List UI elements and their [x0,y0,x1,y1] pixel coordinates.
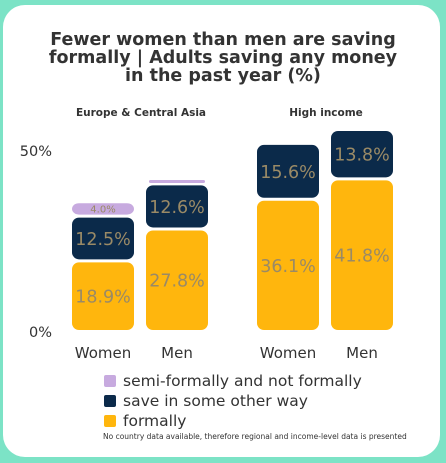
chart-title: Fewer women than men are saving formally… [48,30,398,86]
legend-label-other: save in some other way [123,392,308,410]
x-tick-label-3: Men [346,344,378,362]
bar-label-other-1: 12.6% [149,198,205,218]
bar-formally-0 [72,262,134,330]
bar-label-other-3: 13.8% [334,146,390,166]
legend-item-other: save in some other way [104,391,362,411]
bar-other-3 [331,130,393,178]
legend-swatch-formally [104,415,116,427]
bar-formally-3 [331,180,393,330]
legend: semi-formally and not formally save in s… [104,371,362,431]
footnote: No country data available, therefore reg… [103,432,407,441]
legend-item-semi: semi-formally and not formally [104,371,362,391]
bar-semi-0 [72,203,134,215]
bar-label-other-2: 15.6% [260,163,316,183]
bar-other-2 [257,144,319,198]
bar-label-formally-2: 36.1% [260,257,316,277]
group-label-0: Europe & Central Asia [76,107,206,119]
legend-swatch-other [104,395,116,407]
bar-label-formally-0: 18.9% [75,288,131,308]
bar-label-formally-3: 41.8% [334,247,390,267]
group-label-1: High income [289,107,363,119]
x-tick-label-2: Women [260,344,316,362]
bar-semi-marker-1 [149,180,205,183]
legend-label-formally: formally [123,412,187,430]
bar-formally-2 [257,200,319,330]
y-tick-label-0: 0% [29,325,52,341]
x-tick-label-1: Men [161,344,193,362]
bar-label-other-0: 12.5% [75,230,131,250]
legend-label-semi: semi-formally and not formally [123,372,362,390]
bar-label-semi-0: 4.0% [90,204,115,215]
bar-formally-1 [146,230,208,330]
x-tick-label-0: Women [75,344,131,362]
bar-other-0 [72,217,134,260]
legend-item-formally: formally [104,411,362,431]
bar-other-1 [146,185,208,228]
legend-swatch-semi [104,375,116,387]
bar-label-formally-1: 27.8% [149,272,205,292]
y-tick-label-50: 50% [20,144,52,160]
